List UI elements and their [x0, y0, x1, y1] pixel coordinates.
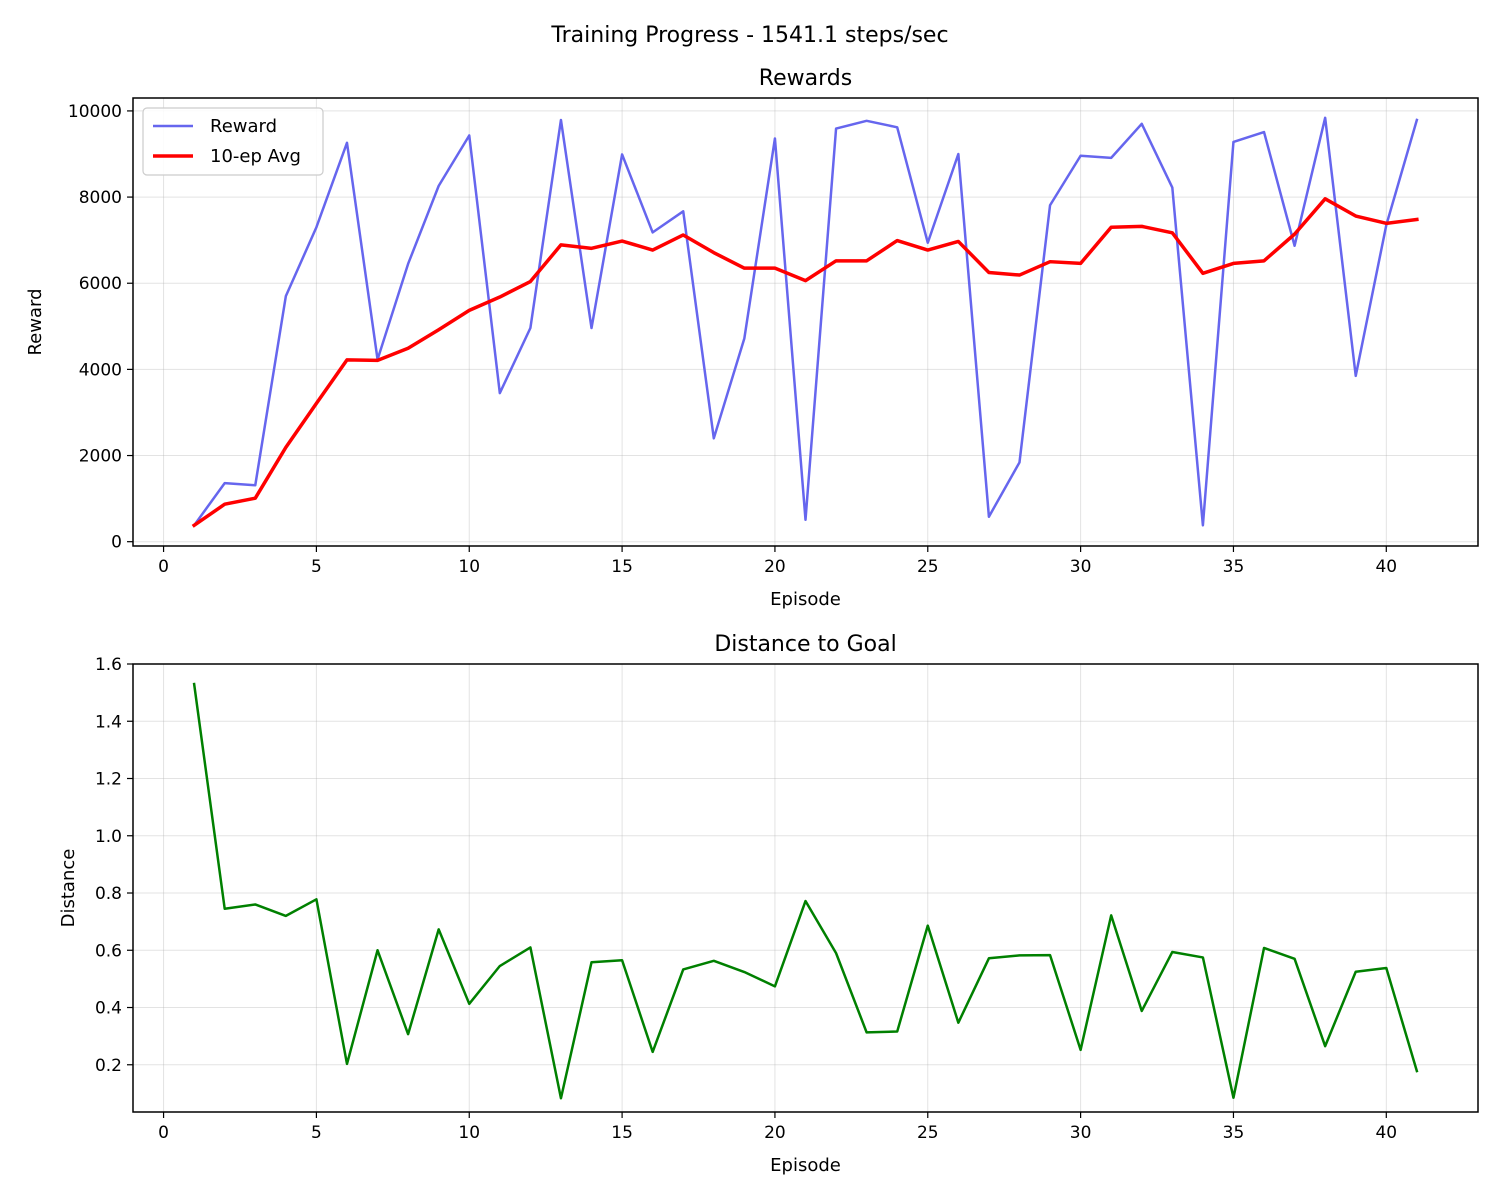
x-tick-label: 15	[611, 557, 633, 577]
x-tick-label: 35	[1223, 1123, 1245, 1143]
y-tick-label: 1.2	[95, 770, 122, 790]
panel-1-grid	[133, 98, 1478, 546]
panel-2: Distance to Goal 0 5 10 15 20 25 30 35 40 0.2 0.4 0.…	[58, 632, 1479, 1176]
panel-1-frame	[132, 97, 1479, 547]
x-tick-label: 0	[158, 557, 169, 577]
x-tick-label: 10	[458, 1123, 480, 1143]
series-line-reward	[192, 116, 1419, 528]
y-tick-label: 8000	[79, 188, 122, 208]
x-tick-label: 30	[1070, 557, 1092, 577]
y-tick-label: 6000	[79, 274, 122, 294]
x-tick-label: 5	[311, 557, 322, 577]
y-tick-label: 0.2	[95, 1056, 122, 1076]
y-tick-label: 1.6	[95, 655, 122, 675]
series-line-10-ep-avg	[191, 197, 1419, 528]
panel-1-xlabel: Episode	[770, 589, 841, 610]
panel-1: Rewards 0 5 10 15 20 25 30 35 40 0 2000 4000 6000 8000…	[25, 66, 1479, 610]
x-tick-label: 5	[311, 1123, 322, 1143]
series-line-distance	[192, 682, 1419, 1100]
legend-label: Reward	[210, 116, 277, 137]
x-tick-label: 0	[158, 1123, 169, 1143]
y-tick-label: 0.4	[95, 999, 122, 1019]
panel-2-frame	[132, 663, 1479, 1113]
y-tick-label: 0	[111, 533, 122, 553]
figure-suptitle: Training Progress - 1541.1 steps/sec	[550, 23, 948, 48]
legend: Reward 10-ep Avg	[142, 107, 324, 176]
panel-1-ylabel: Reward	[25, 288, 46, 355]
x-tick-label: 25	[917, 1123, 939, 1143]
y-tick-label: 1.4	[95, 712, 122, 732]
y-tick-label: 1.0	[95, 827, 122, 847]
x-tick-label: 10	[458, 557, 480, 577]
panel-2-xlabel: Episode	[770, 1155, 841, 1176]
x-tick-label: 40	[1375, 1123, 1397, 1143]
y-tick-label: 0.8	[95, 884, 122, 904]
panels: Rewards 0 5 10 15 20 25 30 35 40 0 2000 4000 6000 8000…	[25, 66, 1479, 1176]
x-tick-label: 40	[1375, 557, 1397, 577]
x-tick-label: 20	[764, 1123, 786, 1143]
y-tick-label: 2000	[79, 447, 122, 467]
panel-2-ylabel: Distance	[58, 849, 79, 928]
panel-1-title: Rewards	[759, 66, 852, 91]
x-tick-label: 30	[1070, 1123, 1092, 1143]
y-tick-label: 4000	[79, 360, 122, 380]
x-tick-label: 35	[1223, 557, 1245, 577]
x-tick-label: 25	[917, 557, 939, 577]
x-tick-label: 15	[611, 1123, 633, 1143]
legend-label: 10-ep Avg	[210, 146, 301, 167]
panel-2-title: Distance to Goal	[714, 632, 896, 657]
y-tick-label: 0.6	[95, 941, 122, 961]
y-tick-label: 10000	[68, 102, 122, 122]
x-tick-label: 20	[764, 557, 786, 577]
